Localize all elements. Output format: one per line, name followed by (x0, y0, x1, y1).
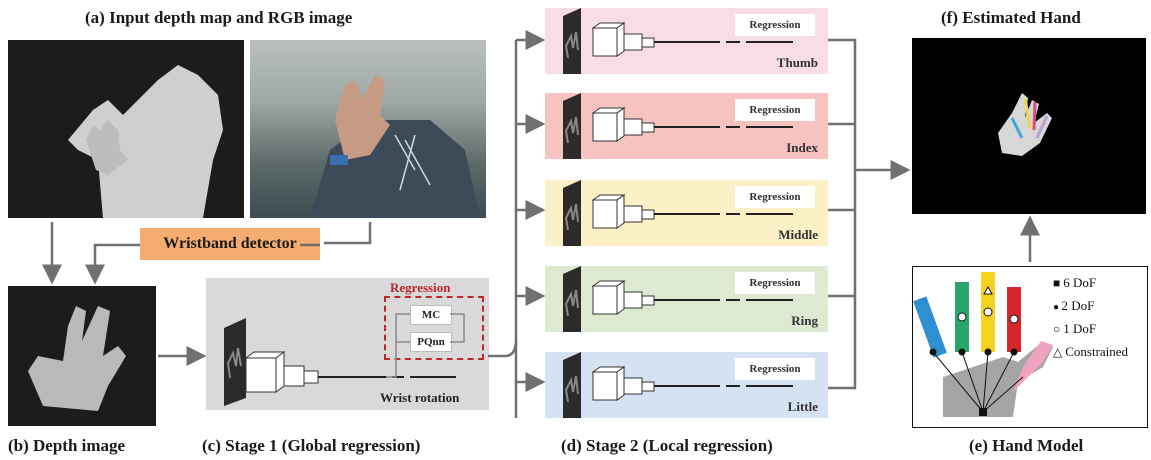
panel-c-caption: (c) Stage 1 (Global regression) (202, 436, 421, 455)
stage2-finger-name: Index (786, 140, 818, 155)
input-rgb-image (250, 40, 486, 218)
stage2-box-middle: Regression Middle (545, 180, 828, 246)
stage1-network (224, 313, 465, 406)
estimated-hand-render (998, 93, 1052, 156)
legend-label: 6 DoF (1063, 275, 1097, 290)
estimated-hand (912, 38, 1146, 214)
stage1-regression-title: Regression (390, 280, 451, 295)
stage2-box-thumb: Regression Thumb (545, 8, 828, 74)
stage2-network (563, 352, 793, 418)
stage2-finger-name: Middle (778, 227, 818, 242)
legend-item-triangle: △ Constrained (1053, 344, 1128, 360)
depth-image (8, 286, 156, 426)
panel-e-caption: (e) Hand Model (969, 436, 1084, 455)
stage2-regression-label: Regression (735, 358, 815, 380)
legend-item-circle: ○ 1 DoF (1053, 321, 1096, 337)
stage2-box-index: Regression Index (545, 93, 828, 159)
legend-label: 1 DoF (1063, 321, 1097, 336)
square-icon: ■ (1053, 276, 1064, 290)
legend-item-square: ■ 6 DoF (1053, 275, 1096, 291)
circle-icon: ○ (1053, 322, 1064, 336)
cropped-hand (28, 306, 126, 411)
stage2-box-little: Regression Little (545, 352, 828, 418)
stage2-regression-label: Regression (735, 14, 815, 36)
dot-icon: ● (1053, 302, 1062, 313)
stage2-regression-label: Regression (735, 99, 815, 121)
stage2-finger-name: Thumb (776, 55, 818, 70)
panel-f-title: (f) Estimated Hand (941, 8, 1081, 27)
triangle-icon: △ (1053, 345, 1066, 359)
stage2-network (563, 8, 793, 74)
stage2-network (563, 93, 793, 159)
panel-b-caption: (b) Depth image (8, 436, 126, 455)
stage2-regression-label: Regression (735, 272, 815, 294)
legend-label: Constrained (1065, 344, 1129, 359)
stage1-regression-dashed-box (384, 296, 484, 360)
depth-map-silhouette (68, 65, 223, 218)
stage2-network (563, 266, 793, 332)
wristband-detector: Wristband detector (140, 228, 320, 260)
stage2-finger-name: Little (787, 399, 818, 414)
panel-a-title: (a) Input depth map and RGB image (85, 8, 353, 27)
stage2-network (563, 180, 793, 246)
legend-label: 2 DoF (1061, 298, 1095, 313)
legend-item-dot: ● 2 DoF (1053, 298, 1094, 314)
stage2-box-ring: Regression Ring (545, 266, 828, 332)
stage2-finger-name: Ring (791, 313, 818, 328)
stage2-regression-label: Regression (735, 186, 815, 208)
input-depth-map (8, 40, 244, 218)
mc-box: MC (410, 305, 452, 325)
hand-model-box: ■ 6 DoF ● 2 DoF ○ 1 DoF △ Constrained (912, 266, 1148, 428)
wrist-rotation-label: Wrist rotation (380, 390, 460, 405)
rgb-person (310, 75, 480, 218)
hand-model-diagram (913, 272, 1053, 417)
panel-d-caption: (d) Stage 2 (Local regression) (561, 436, 773, 455)
